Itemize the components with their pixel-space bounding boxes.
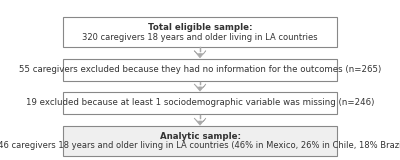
Polygon shape: [194, 51, 206, 58]
Polygon shape: [194, 118, 206, 125]
Text: Total eligible sample:: Total eligible sample:: [148, 24, 252, 32]
FancyBboxPatch shape: [63, 126, 337, 156]
Text: Analytic sample:: Analytic sample:: [160, 132, 240, 141]
Text: 246 caregivers 18 years and older living in LA countries (46% in Mexico, 26% in : 246 caregivers 18 years and older living…: [0, 141, 400, 150]
Polygon shape: [194, 84, 206, 91]
FancyBboxPatch shape: [63, 17, 337, 48]
Text: 19 excluded because at least 1 sociodemographic variable was missing (n=246): 19 excluded because at least 1 sociodemo…: [26, 99, 374, 108]
FancyBboxPatch shape: [63, 92, 337, 114]
Text: 320 caregivers 18 years and older living in LA countries: 320 caregivers 18 years and older living…: [82, 33, 318, 42]
Text: 55 caregivers excluded because they had no information for the outcomes (n=265): 55 caregivers excluded because they had …: [19, 65, 381, 74]
FancyBboxPatch shape: [63, 59, 337, 81]
